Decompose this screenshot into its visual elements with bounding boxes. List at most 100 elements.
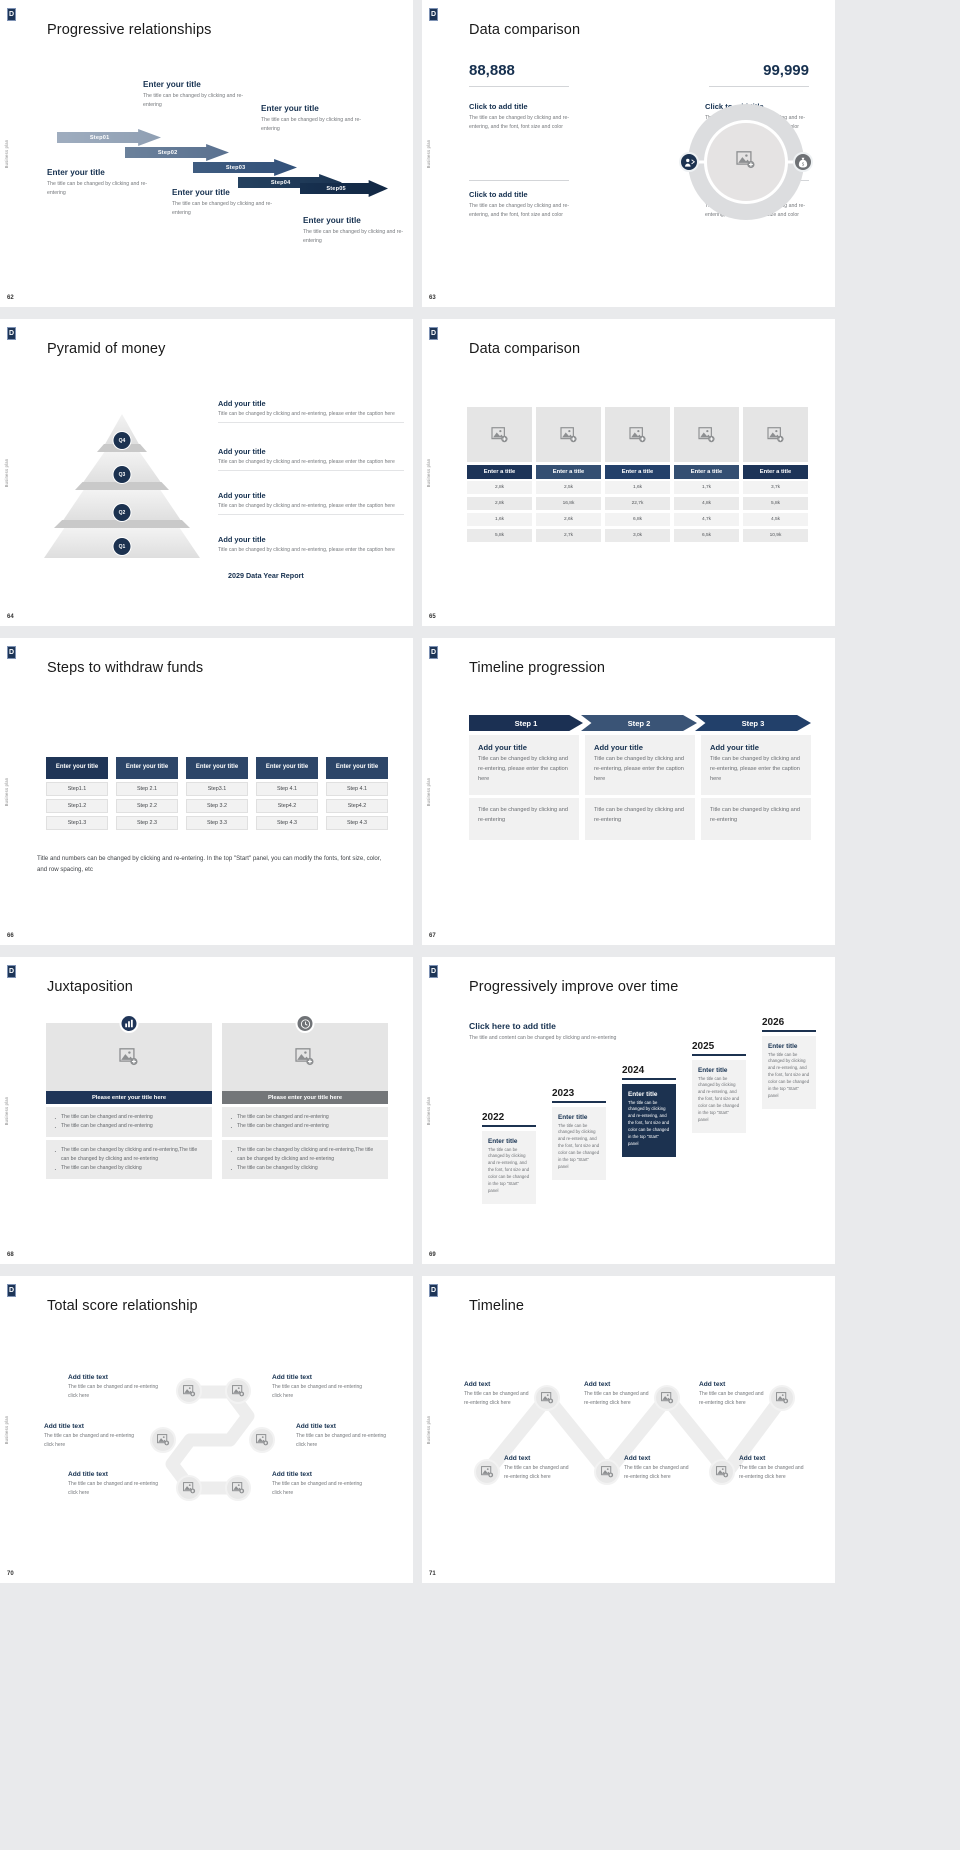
chevron-step-1[interactable]: Step 1 [469, 715, 583, 731]
step-column-1[interactable]: Enter your title Step1.1 Step1.2 Step1.3 [46, 757, 108, 830]
step-column-header[interactable]: Enter your title [186, 757, 248, 779]
column-title-bar[interactable]: Please enter your title here [222, 1091, 388, 1104]
step-column-3[interactable]: Enter your title Step3.1 Step 3.2 Step 3… [186, 757, 248, 830]
pyramid-item-4[interactable]: Add your title Title can be changed by c… [218, 535, 404, 554]
table-header-4[interactable]: Enter a title [674, 465, 739, 479]
arrow-step-1[interactable]: Step01 [57, 129, 161, 146]
node-caption-3[interactable]: Add text The title can be changed and re… [699, 1381, 765, 1407]
step-column-header[interactable]: Enter your title [326, 757, 388, 779]
step-cell[interactable]: Step 2.3 [116, 816, 178, 830]
card-lower[interactable]: Title can be changed by clicking and re-… [701, 797, 811, 840]
step-cell[interactable]: Step1.2 [46, 799, 108, 813]
node-caption-3[interactable]: Add title text The title can be changed … [44, 1423, 144, 1449]
image-cell-4[interactable] [674, 407, 739, 462]
node-3[interactable] [769, 1385, 795, 1411]
node-6[interactable] [225, 1475, 251, 1501]
node-1[interactable] [176, 1378, 202, 1404]
intro-block[interactable]: Click here to add title The title and co… [469, 1021, 619, 1043]
step-cell[interactable]: Step4.2 [326, 799, 388, 813]
step-cell[interactable]: Step 3.2 [186, 799, 248, 813]
caption-1[interactable]: Enter your title The title can be change… [47, 168, 162, 198]
chevron-step-2[interactable]: Step 2 [581, 715, 697, 731]
column-title-bar[interactable]: Please enter your title here [46, 1091, 212, 1104]
money-bag-icon[interactable]: $ [793, 152, 813, 172]
step-column-4[interactable]: Enter your title Step 4.1 Step4.2 Step 4… [256, 757, 318, 830]
slide-67[interactable]: D Business plan 67 Timeline progression … [422, 638, 835, 945]
clock-icon[interactable] [295, 1014, 315, 1033]
node-caption-6[interactable]: Add text The title can be changed and re… [739, 1455, 805, 1481]
card-lower[interactable]: Title can be changed by clicking and re-… [469, 797, 579, 840]
pyramid-badge-q2[interactable]: Q2 [113, 504, 131, 521]
year-card-2026[interactable]: 2026 Enter title The title can be change… [762, 1017, 816, 1109]
step-cell[interactable]: Step 4.1 [326, 782, 388, 796]
step-cell[interactable]: Step 4.3 [326, 816, 388, 830]
image-placeholder-icon[interactable] [46, 1023, 212, 1091]
node-caption-5[interactable]: Add title text The title can be changed … [68, 1471, 168, 1497]
slide-71[interactable]: D Business plan 71 Timeline Add text The… [422, 1276, 835, 1583]
step-cell[interactable]: Step 4.1 [256, 782, 318, 796]
arrow-step-5[interactable]: Step05 [300, 180, 388, 197]
pyramid-badge-q3[interactable]: Q3 [113, 466, 131, 483]
slide-69[interactable]: D Business plan 69 Progressively improve… [422, 957, 835, 1264]
card-upper[interactable]: Add your title Title can be changed by c… [469, 735, 579, 795]
people-exchange-icon[interactable] [679, 152, 699, 172]
chevron-step-3[interactable]: Step 3 [695, 715, 811, 731]
slide-65[interactable]: D Business plan 65 Data comparison Enter… [422, 319, 835, 626]
year-body[interactable]: Enter title The title can be changed by … [482, 1130, 536, 1204]
step-column-5[interactable]: Enter your title Step 4.1 Step4.2 Step 4… [326, 757, 388, 830]
left-block-2[interactable]: Click to add title The title can be chan… [469, 190, 573, 221]
node-2[interactable] [225, 1378, 251, 1404]
node-caption-1[interactable]: Add text The title can be changed and re… [464, 1381, 530, 1407]
year-body[interactable]: Enter title The title can be changed by … [692, 1059, 746, 1133]
node-5[interactable] [176, 1475, 202, 1501]
step-cell[interactable]: Step 2.2 [116, 799, 178, 813]
node-caption-2[interactable]: Add text The title can be changed and re… [584, 1381, 650, 1407]
pyramid-item-3[interactable]: Add your title Title can be changed by c… [218, 491, 404, 516]
step-column-header[interactable]: Enter your title [46, 757, 108, 779]
step-cell[interactable]: Step 2.1 [116, 782, 178, 796]
node-3[interactable] [150, 1427, 176, 1453]
node-5[interactable] [594, 1459, 620, 1485]
caption-5[interactable]: Enter your title The title can be change… [303, 216, 411, 246]
step-cell[interactable]: Step1.1 [46, 782, 108, 796]
table-header-2[interactable]: Enter a title [536, 465, 601, 479]
year-body[interactable]: Enter title The title can be changed by … [762, 1035, 816, 1109]
slide-70[interactable]: D Business plan 70 Total score relations… [0, 1276, 413, 1583]
step-cell[interactable]: Step 4.3 [256, 816, 318, 830]
year-card-2022[interactable]: 2022 Enter title The title can be change… [482, 1112, 536, 1204]
pyramid-item-2[interactable]: Add your title Title can be changed by c… [218, 447, 404, 472]
image-placeholder-icon[interactable] [222, 1023, 388, 1091]
node-6[interactable] [709, 1459, 735, 1485]
step-cell[interactable]: Step 3.3 [186, 816, 248, 830]
image-cell-3[interactable] [605, 407, 670, 462]
image-cell-1[interactable] [467, 407, 532, 462]
node-2[interactable] [654, 1385, 680, 1411]
slide-63[interactable]: D Business plan 63 Data comparison 88,88… [422, 0, 835, 307]
step-card-1[interactable]: Add your title Title can be changed by c… [469, 735, 579, 840]
pyramid-badge-q4[interactable]: Q4 [113, 432, 131, 449]
year-card-2023[interactable]: 2023 Enter title The title can be change… [552, 1088, 606, 1180]
table-header-3[interactable]: Enter a title [605, 465, 670, 479]
pyramid-badge-q1[interactable]: Q1 [113, 538, 131, 555]
year-body[interactable]: Enter title The title can be changed by … [552, 1106, 606, 1180]
slide-64[interactable]: D Business plan 64 Pyramid of money Q4 Q… [0, 319, 413, 626]
node-caption-4[interactable]: Add text The title can be changed and re… [504, 1455, 570, 1481]
card-upper[interactable]: Add your title Title can be changed by c… [701, 735, 811, 795]
step-column-2[interactable]: Enter your title Step 2.1 Step 2.2 Step … [116, 757, 178, 830]
node-caption-4[interactable]: Add title text The title can be changed … [296, 1423, 396, 1449]
step-cell[interactable]: Step3.1 [186, 782, 248, 796]
caption-4[interactable]: Enter your title The title can be change… [261, 104, 376, 134]
node-caption-2[interactable]: Add title text The title can be changed … [272, 1374, 372, 1400]
juxtaposition-column-2[interactable]: Please enter your title here The title c… [222, 1014, 388, 1179]
node-caption-5[interactable]: Add text The title can be changed and re… [624, 1455, 690, 1481]
table-header-5[interactable]: Enter a title [743, 465, 808, 479]
slide-68[interactable]: D Business plan 68 Juxtaposition Please … [0, 957, 413, 1264]
step-column-header[interactable]: Enter your title [256, 757, 318, 779]
step-card-2[interactable]: Add your title Title can be changed by c… [585, 735, 695, 840]
card-upper[interactable]: Add your title Title can be changed by c… [585, 735, 695, 795]
image-cell-5[interactable] [743, 407, 808, 462]
year-card-2025[interactable]: 2025 Enter title The title can be change… [692, 1041, 746, 1133]
slide-62[interactable]: D Business plan 62 Progressive relations… [0, 0, 413, 307]
year-card-2024[interactable]: 2024 Enter title The title can be change… [622, 1065, 676, 1157]
node-4[interactable] [474, 1459, 500, 1485]
